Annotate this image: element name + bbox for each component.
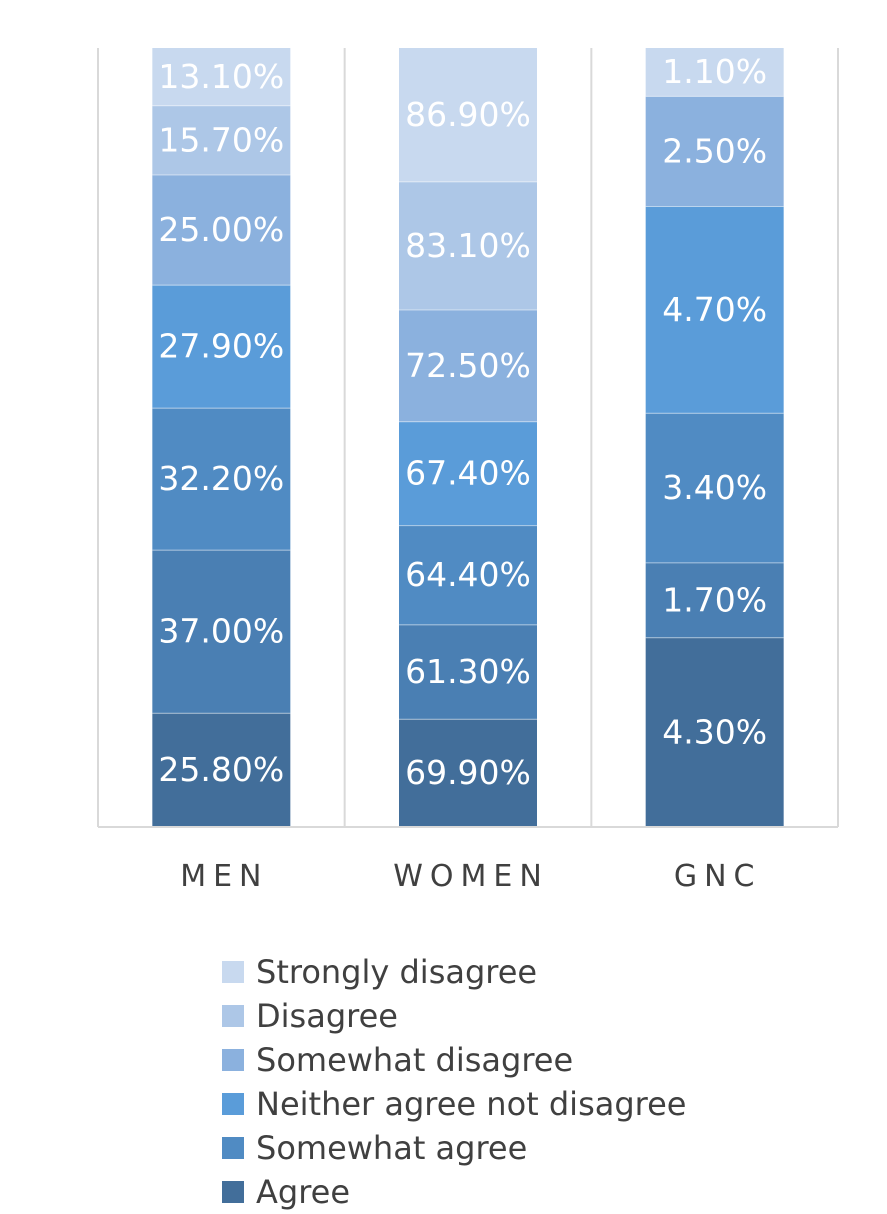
legend: Strongly disagree Disagree Somewhat disa… (222, 950, 686, 1214)
data-label: 25.00% (158, 210, 284, 249)
data-label: 67.40% (405, 454, 531, 493)
legend-label: Somewhat disagree (256, 1041, 574, 1079)
bar-segment-gnc-neither-agree-not-disagree (645, 206, 784, 414)
data-label: 61.30% (405, 652, 531, 691)
data-label: 13.10% (158, 57, 284, 96)
legend-item-disagree: Disagree (222, 994, 686, 1038)
legend-swatch (222, 1049, 244, 1071)
data-label: 83.10% (405, 226, 531, 265)
data-label: 25.80% (158, 750, 284, 789)
legend-item-somewhat-disagree: Somewhat disagree (222, 1038, 686, 1082)
category-dividers (97, 48, 839, 827)
data-label: 1.10% (662, 52, 767, 91)
category-label-women: WOMEN (393, 859, 549, 894)
legend-label: Neither agree not disagree (256, 1085, 687, 1123)
legend-swatch (222, 961, 244, 983)
data-label: 69.90% (405, 753, 531, 792)
legend-label: Strongly disagree (256, 953, 538, 991)
bar-segment-gnc-strongly-disagree (645, 48, 784, 97)
bar-segment-men-somewhat-disagree (152, 174, 291, 286)
legend-swatch (222, 1137, 244, 1159)
bar-segment-women-neither-agree-not-disagree (399, 421, 537, 526)
bar-segment-men-neither-agree-not-disagree (152, 285, 291, 409)
bar-segment-men-somewhat-agree (152, 550, 291, 714)
legend-label: Agree (256, 1173, 351, 1211)
data-label: 64.40% (405, 555, 531, 594)
legend-item-somewhat-agree: Somewhat agree (222, 1126, 686, 1170)
bar-segment-gnc-somewhat-agree (645, 413, 784, 563)
bar-segment-gnc-somewhat-agree (645, 562, 784, 638)
category-label-gnc: GNC (674, 859, 762, 894)
data-label: 86.90% (405, 95, 531, 134)
data-label: 4.30% (662, 712, 767, 751)
legend-swatch (222, 1181, 244, 1203)
bar-segment-gnc-somewhat-disagree (645, 96, 784, 207)
legend-item-strongly-disagree: Strongly disagree (222, 950, 686, 994)
data-label: 27.90% (158, 327, 284, 366)
bar-segment-men-disagree (152, 105, 291, 175)
bar-segment-women-somewhat-agree (399, 624, 537, 720)
legend-label: Somewhat agree (256, 1129, 528, 1167)
legend-item-neither: Neither agree not disagree (222, 1082, 686, 1126)
category-labels: MEN WOMEN GNC (180, 859, 762, 894)
bar-segment-women-strongly-disagree (399, 48, 537, 182)
legend-swatch (222, 1005, 244, 1027)
bar-segment-women-somewhat-disagree (399, 309, 537, 422)
legend-swatch (222, 1093, 244, 1115)
legend-item-agree: Agree (222, 1170, 686, 1214)
bar-segment-women-disagree (399, 181, 537, 310)
bar-segment-women-agree (399, 719, 537, 827)
legend-label: Disagree (256, 997, 398, 1035)
data-label: 15.70% (158, 120, 284, 159)
data-label: 2.50% (662, 131, 767, 170)
data-label: 1.70% (662, 580, 767, 619)
bar-segment-gnc-agree (645, 637, 784, 827)
bar-segment-men-strongly-disagree (152, 48, 291, 106)
data-label: 3.40% (662, 468, 767, 507)
data-label: 32.20% (158, 459, 284, 498)
data-label: 37.00% (158, 612, 284, 651)
bar-segments (152, 48, 784, 827)
bar-segment-women-somewhat-agree (399, 525, 537, 625)
data-label: 4.70% (662, 290, 767, 329)
category-label-men: MEN (180, 859, 268, 894)
bar-segment-men-somewhat-agree (152, 408, 291, 551)
data-label: 72.50% (405, 346, 531, 385)
bar-segment-men-agree (152, 713, 291, 827)
segment-labels: 25.80% 37.00% 32.20% 27.90% 25.00% 15.70% 13.1… (158, 52, 767, 792)
stacked-bar-chart: 25.80% 37.00% 32.20% 27.90% 25.00% 15.70% 13.1… (97, 48, 839, 894)
